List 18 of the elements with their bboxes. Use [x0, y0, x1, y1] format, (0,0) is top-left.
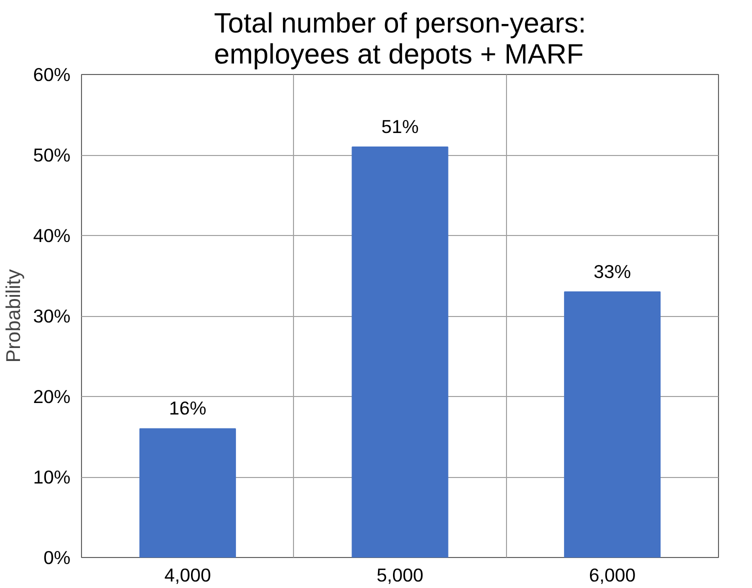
- y-axis-title: Probability: [3, 269, 26, 363]
- y-tick-label: 30%: [33, 306, 71, 326]
- bar: [139, 428, 236, 558]
- x-tick-label: 6,000: [588, 564, 636, 586]
- chart-title: Total number of person-years: employees at depots + MARF: [214, 8, 586, 70]
- y-tick-label: 10%: [33, 466, 71, 488]
- y-tick-label: 0%: [44, 547, 71, 568]
- data-label: 51%: [381, 116, 419, 137]
- data-label: 33%: [594, 260, 632, 282]
- y-tick-label: 60%: [33, 64, 71, 85]
- data-label: 16%: [168, 398, 206, 419]
- y-tick-label: 50%: [33, 144, 71, 166]
- bar: [564, 291, 661, 558]
- bar: [352, 146, 448, 558]
- y-tick-label: 40%: [33, 225, 71, 246]
- x-tick-label: 5,000: [376, 564, 424, 586]
- x-tick-label: 4,000: [164, 564, 212, 586]
- y-tick-label: 20%: [33, 386, 71, 407]
